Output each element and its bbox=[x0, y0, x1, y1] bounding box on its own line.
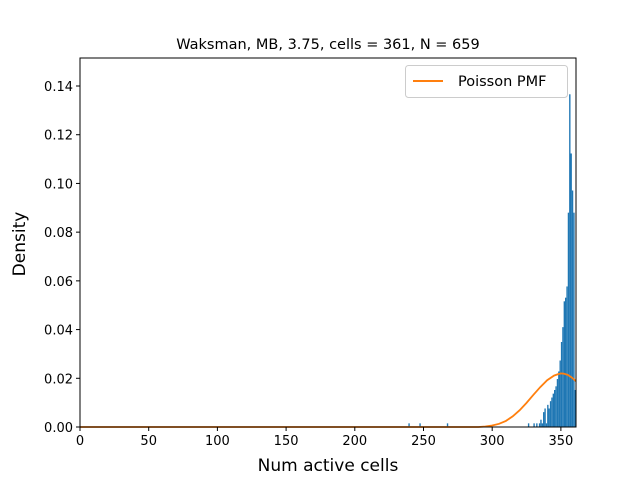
legend-box bbox=[405, 65, 568, 98]
x-tick-label: 300 bbox=[480, 434, 505, 449]
y-tick-label: 0.06 bbox=[44, 275, 73, 290]
x-ticks: 0 50 100 150 200 250 300 350 bbox=[76, 427, 573, 449]
histogram-bar bbox=[538, 423, 541, 427]
y-axis-label: Density bbox=[10, 212, 30, 277]
histogram-bar bbox=[536, 423, 538, 427]
histogram-bars bbox=[408, 94, 576, 428]
y-tick-label: 0.14 bbox=[44, 80, 73, 95]
histogram-bar bbox=[548, 408, 550, 427]
x-tick-label: 0 bbox=[76, 434, 84, 449]
histogram-bar bbox=[545, 423, 548, 427]
histogram-bar bbox=[558, 371, 560, 427]
histogram-bar bbox=[527, 423, 530, 427]
y-tick-label: 0.10 bbox=[44, 177, 73, 192]
histogram-bar bbox=[555, 386, 557, 427]
histogram-bar bbox=[562, 327, 564, 427]
histogram-bar bbox=[560, 341, 563, 427]
histogram-bar bbox=[570, 153, 572, 427]
axes bbox=[79, 57, 577, 428]
y-tick-label: 0.12 bbox=[44, 129, 73, 144]
y-tick-label: 0.02 bbox=[44, 372, 73, 387]
plot-frame bbox=[79, 57, 577, 428]
histogram-bar bbox=[574, 389, 576, 427]
y-tick-label: 0.08 bbox=[44, 226, 73, 241]
y-tick-label: 0.00 bbox=[44, 421, 73, 436]
histogram-bar bbox=[569, 94, 571, 428]
poisson-pmf-line bbox=[80, 372, 577, 428]
legend-poisson-label: Poisson PMF bbox=[458, 74, 547, 90]
y-ticks: 0.00 0.02 0.04 0.06 0.08 0.10 0.12 0.14 bbox=[44, 80, 80, 436]
histogram-bar bbox=[573, 212, 575, 427]
histogram-bar bbox=[566, 286, 568, 427]
histogram-bar bbox=[565, 297, 567, 427]
histogram-bar bbox=[559, 360, 561, 427]
x-tick-label: 50 bbox=[140, 434, 157, 449]
histogram-bar bbox=[540, 419, 542, 427]
histogram-bar bbox=[547, 404, 549, 427]
histogram-bar bbox=[541, 423, 544, 427]
histogram-bar bbox=[533, 423, 535, 427]
poisson-line-layer bbox=[80, 372, 577, 428]
histogram-bar bbox=[543, 412, 545, 427]
histogram-bar bbox=[446, 423, 449, 427]
chart-title: Waksman, MB, 3.75, cells = 361, N = 659 bbox=[176, 37, 480, 53]
histogram-bar bbox=[554, 389, 556, 427]
histogram-bar bbox=[571, 190, 574, 427]
x-tick-label: 150 bbox=[274, 434, 299, 449]
histogram-bar bbox=[544, 408, 546, 427]
histogram-bar bbox=[567, 212, 570, 427]
histogram-bar bbox=[556, 379, 559, 427]
x-tick-label: 250 bbox=[411, 434, 436, 449]
histogram-bar bbox=[552, 393, 555, 427]
histogram-bar bbox=[551, 397, 553, 427]
y-tick-label: 0.04 bbox=[44, 324, 73, 339]
x-tick-label: 100 bbox=[205, 434, 230, 449]
x-tick-label: 350 bbox=[548, 434, 573, 449]
histogram-bar bbox=[408, 423, 410, 427]
histogram-bar bbox=[419, 423, 421, 427]
histogram-bar bbox=[563, 301, 566, 427]
histogram-bar bbox=[549, 401, 552, 427]
legend: Poisson PMF bbox=[405, 65, 568, 98]
x-tick-label: 200 bbox=[342, 434, 367, 449]
x-axis-label: Num active cells bbox=[258, 456, 399, 476]
